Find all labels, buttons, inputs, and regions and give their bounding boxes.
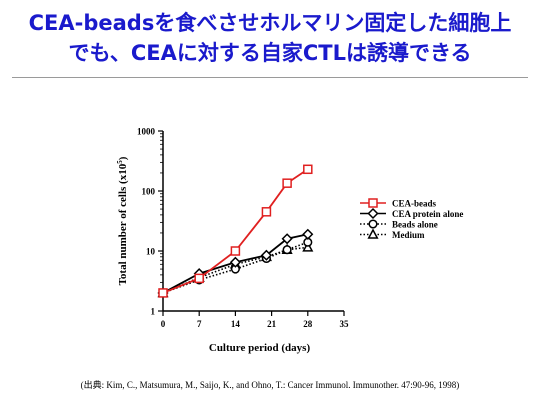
- series-cea-protein-alone: [157, 228, 314, 299]
- legend-label-medium: Medium: [392, 230, 425, 240]
- legend-label-cea-beads: CEA-beads: [392, 199, 437, 209]
- series-line-beads-alone: [162, 241, 309, 294]
- data-point-medium: [302, 241, 314, 252]
- slide-title-line-2: でも、CEAに対する自家CTLは誘導できる: [68, 41, 472, 65]
- data-point-cea-beads: [230, 246, 241, 256]
- data-point-cea-protein-alone: [229, 256, 241, 268]
- x-axis-label: Culture period (days): [209, 342, 311, 354]
- y-tick-label: 100: [142, 187, 156, 197]
- y-tick-label: 1: [151, 307, 156, 317]
- data-point-cea-beads: [194, 273, 204, 284]
- legend-marker-beads-alone: [368, 219, 378, 229]
- legend-marker-cea-beads: [368, 198, 378, 208]
- x-tick-label: 14: [231, 319, 241, 329]
- citation: (出典: Kim, C., Matsumura, M., Saijo, K., …: [80, 380, 460, 390]
- title-divider: [12, 77, 528, 78]
- legend-marker-cea-protein-alone: [367, 207, 379, 220]
- data-point-cea-protein-alone: [281, 233, 293, 245]
- legend-marker-medium: [367, 228, 379, 239]
- x-tick-label: 7: [197, 319, 202, 329]
- slide-title-line-1: CEA-beadsを食べさせホルマリン固定した細胞上: [28, 11, 512, 35]
- data-point-beads-alone: [282, 245, 292, 255]
- data-point-cea-protein-alone: [302, 228, 314, 240]
- legend-label-cea-protein-alone: CEA protein alone: [392, 209, 463, 219]
- x-tick-label: 0: [161, 319, 166, 329]
- y-tick-label: 1000: [137, 127, 156, 137]
- data-point-cea-protein-alone: [260, 249, 272, 261]
- data-point-cea-beads: [261, 207, 272, 217]
- y-axis-label: Total number of cells (x105): [116, 156, 129, 285]
- x-tick-label: 21: [267, 319, 277, 329]
- data-point-cea-beads: [282, 178, 292, 188]
- data-point-cea-beads: [303, 164, 313, 175]
- data-point-cea-beads: [158, 288, 168, 298]
- x-tick-label: 35: [340, 319, 350, 329]
- y-tick-label: 10: [146, 247, 156, 257]
- x-tick-label: 28: [303, 319, 313, 329]
- legend-label-beads-alone: Beads alone: [392, 220, 438, 230]
- series-cea-beads: [158, 164, 313, 298]
